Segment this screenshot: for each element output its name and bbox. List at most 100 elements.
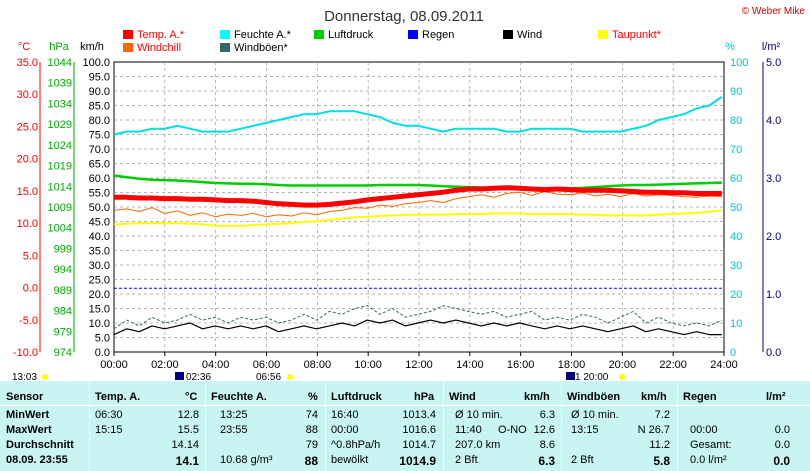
stat-humidity-value: 88 [304, 454, 318, 468]
x-tick-label: 04:00 [202, 359, 230, 371]
humidity-tick-label: 50 [730, 202, 742, 214]
pressure-tick-label: 999 [54, 243, 72, 255]
speed-tick-label: 15.0 [89, 304, 110, 316]
header-sensor: Sensor [6, 391, 44, 403]
stat-pressure-value: 1016.6 [402, 424, 436, 436]
humidity-tick-label: 80 [730, 115, 742, 127]
stat-rain-time: 00:00 [690, 424, 718, 436]
legend-swatch [123, 30, 133, 39]
stat-humidity-value: 88 [305, 424, 318, 436]
legend-label: Feuchte A.* [234, 29, 292, 41]
weather-chart: Donnerstag, 08.09.2011 © Weber Mike Temp… [12, 6, 806, 380]
stat-label: 08.09. 23:55 [6, 454, 68, 466]
temp-tick-label: 20.0 [17, 154, 38, 166]
temp-axis-label: °C [18, 41, 30, 53]
sunrise-marker-icon [42, 374, 48, 380]
grid-lines [114, 62, 724, 352]
legend: Temp. A.* Feuchte A.* Luftdruck Regen Wind Ta… [123, 29, 662, 54]
x-tick-label: 08:00 [304, 359, 332, 371]
temp-tick-label: -10.0 [13, 347, 38, 359]
speed-tick-label: 85.0 [89, 101, 110, 113]
legend-swatch [123, 43, 133, 52]
temp-tick-label: 15.0 [17, 186, 38, 198]
speed-tick-label: 55.0 [89, 188, 110, 200]
stats-separator [89, 381, 90, 471]
stat-rain-value: 0.0 [773, 454, 790, 468]
stats-row: 08.09. 23:55 14.1 10.68 g/m³ 88 bewölkt 1014.… [0, 454, 810, 468]
series-line [114, 185, 722, 208]
header-wind: Wind [449, 391, 476, 403]
speed-tick-label: 0.0 [95, 347, 110, 359]
stat-humidity-time: 23:55 [220, 424, 248, 436]
stat-humidity-time: 13:25 [220, 409, 248, 421]
legend-swatch [408, 30, 418, 39]
stat-temp-value: 12.8 [177, 409, 199, 421]
temp-tick-label: 0.0 [23, 283, 38, 295]
moonrise-time: 02:36 [186, 372, 211, 380]
speed-tick-label: 100.0 [82, 57, 110, 69]
speed-tick-label: 45.0 [89, 217, 110, 229]
stat-wind-value: 6.3 [539, 409, 555, 421]
speed-tick-label: 60.0 [89, 173, 110, 185]
legend-swatch [220, 30, 230, 39]
pressure-tick-label: 994 [54, 264, 72, 276]
moonset-time: 1 20:00 [575, 372, 609, 380]
chart-title: Donnerstag, 08.09.2011 [324, 8, 484, 25]
x-tick-label: 02:00 [151, 359, 179, 371]
pressure-tick-label: 1014 [48, 181, 72, 193]
x-tick-label: 14:00 [456, 359, 484, 371]
rain-tick-label: 3.0 [766, 173, 781, 185]
rain-tick-label: 4.0 [766, 115, 781, 127]
stats-header-row: Sensor Temp. A. °C Feuchte A. % Luftdruc… [0, 391, 810, 405]
header-rain: Regen [683, 391, 717, 403]
series-line [113, 319, 722, 336]
stats-separator [561, 381, 562, 471]
temp-tick-label: 10.0 [17, 218, 38, 230]
stat-temp-value: 15.5 [177, 424, 199, 436]
stat-pressure-value: 1014.7 [402, 439, 436, 451]
series-group [113, 95, 723, 336]
speed-tick-label: 70.0 [89, 144, 110, 156]
header-wind-unit: km/h [524, 391, 550, 403]
pressure-axis-label: hPa [49, 41, 69, 53]
pressure-tick-label: 974 [54, 347, 72, 359]
copyright-text: © Weber Mike [742, 6, 806, 17]
stat-gust-value: 5.8 [653, 454, 670, 468]
stats-row: MinWert 06:30 12.8 13:25 74 16:40 1013.4 Ø 10 m… [0, 409, 810, 423]
legend-swatch [503, 30, 513, 39]
header-gust-unit: km/h [641, 391, 667, 403]
header-pressure: Luftdruck [331, 391, 382, 403]
stat-label: MaxWert [6, 424, 52, 436]
stat-wind-value: 8.6 [539, 439, 555, 451]
speed-tick-label: 80.0 [89, 115, 110, 127]
header-pressure-unit: hPa [414, 391, 435, 403]
stat-gust-time: 2 Bft [571, 454, 594, 466]
stat-gust-value: 11.2 [649, 439, 670, 451]
stat-gust-value: 7.2 [654, 409, 670, 421]
humidity-tick-label: 20 [730, 289, 742, 301]
legend-swatch [598, 30, 608, 39]
pressure-tick-label: 1044 [48, 57, 72, 69]
series-line [113, 95, 723, 136]
stat-pressure-time: ^0.8hPa/h [331, 439, 381, 451]
stat-rain-value: 0.0 [774, 439, 790, 451]
stat-humidity-time: 10.68 g/m³ [220, 454, 273, 466]
speed-axis-label: km/h [80, 41, 104, 53]
rain-tick-label: 5.0 [766, 57, 781, 69]
header-rain-unit: l/m² [766, 391, 786, 403]
stat-gust-time: 13:15 [571, 424, 599, 436]
header-temp: Temp. A. [95, 391, 141, 403]
x-tick-label: 10:00 [354, 359, 382, 371]
stat-wind-value: 12.6 [533, 424, 555, 436]
stats-row: MaxWert 15:15 15.5 23:55 88 00:00 1016.6 11:40 O… [0, 424, 810, 438]
stat-temp-value: 14.14 [171, 439, 199, 451]
speed-tick-label: 65.0 [89, 159, 110, 171]
rain-tick-label: 2.0 [766, 231, 781, 243]
stat-temp-time: 06:30 [95, 409, 123, 421]
stat-label: Durchschnitt [6, 439, 74, 451]
speed-tick-label: 50.0 [89, 202, 110, 214]
stat-pressure-time: 16:40 [331, 409, 359, 421]
pressure-tick-label: 1034 [48, 98, 72, 110]
x-tick-label: 00:00 [100, 359, 128, 371]
stat-wind-time: 207.0 km [455, 439, 501, 451]
